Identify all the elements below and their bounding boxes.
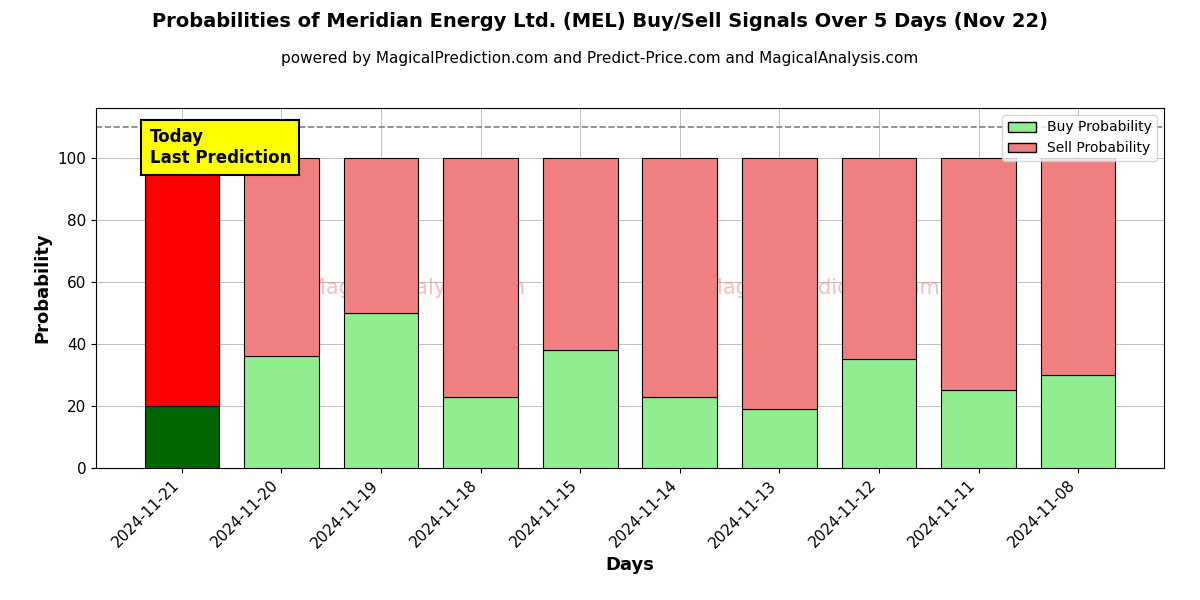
Bar [841, 359, 917, 468]
Text: Probabilities of Meridian Energy Ltd. (MEL) Buy/Sell Signals Over 5 Days (Nov 22: Probabilities of Meridian Energy Ltd. (M… [152, 12, 1048, 31]
Bar [244, 158, 319, 356]
Y-axis label: Probability: Probability [34, 233, 52, 343]
Text: powered by MagicalPrediction.com and Predict-Price.com and MagicalAnalysis.com: powered by MagicalPrediction.com and Pre… [281, 51, 919, 66]
X-axis label: Days: Days [606, 556, 654, 574]
Bar [1040, 158, 1116, 375]
Bar [1040, 375, 1116, 468]
Text: Today
Last Prediction: Today Last Prediction [150, 128, 290, 167]
Legend: Buy Probability, Sell Probability: Buy Probability, Sell Probability [1002, 115, 1157, 161]
Bar [841, 158, 917, 359]
Bar [542, 350, 618, 468]
Bar [642, 158, 718, 397]
Bar [144, 158, 220, 406]
Bar [144, 406, 220, 468]
Bar [941, 158, 1016, 391]
Bar [343, 158, 419, 313]
Bar [542, 158, 618, 350]
Text: MagicalPrediction.com: MagicalPrediction.com [704, 278, 940, 298]
Bar [244, 356, 319, 468]
Bar [941, 391, 1016, 468]
Bar [443, 158, 518, 397]
Bar [343, 313, 419, 468]
Bar [742, 409, 817, 468]
Bar [642, 397, 718, 468]
Text: MagicalAnalysis.com: MagicalAnalysis.com [308, 278, 524, 298]
Bar [742, 158, 817, 409]
Bar [443, 397, 518, 468]
